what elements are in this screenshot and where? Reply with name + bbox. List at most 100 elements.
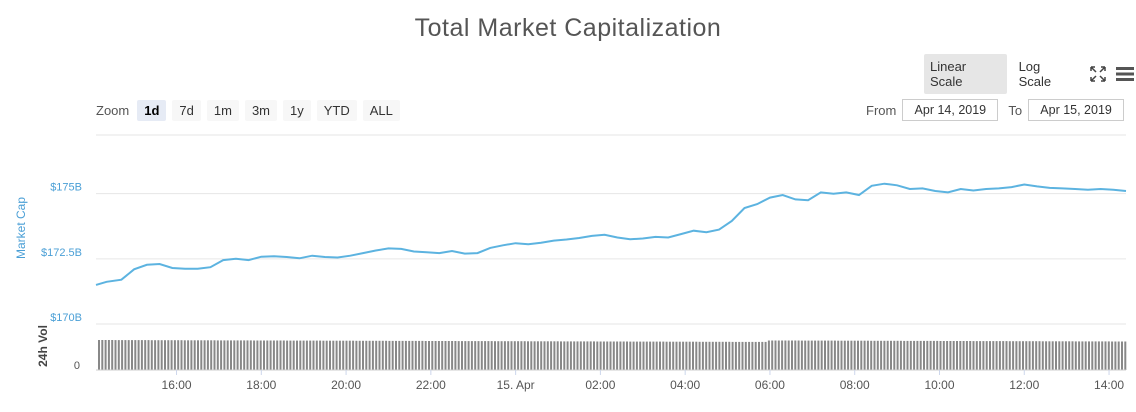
zoom-all-button[interactable]: ALL xyxy=(362,100,400,121)
volume-bar xyxy=(480,341,483,370)
volume-bar xyxy=(1071,341,1074,370)
volume-bar xyxy=(764,341,767,370)
volume-bar xyxy=(173,340,176,370)
volume-bar xyxy=(414,340,417,370)
volume-bar xyxy=(1058,341,1061,370)
volume-bar xyxy=(302,340,305,370)
log-scale-button[interactable]: Log Scale xyxy=(1018,59,1052,89)
volume-bar xyxy=(741,341,744,370)
volume-bar xyxy=(503,341,506,370)
volume-bar xyxy=(266,340,269,370)
volume-bar xyxy=(315,340,318,370)
volume-bar xyxy=(484,341,487,370)
volume-bar xyxy=(441,341,444,370)
volume-bar xyxy=(335,340,338,370)
volume-bar xyxy=(794,340,797,370)
to-date-input[interactable] xyxy=(1028,99,1125,121)
volume-bar xyxy=(995,341,998,370)
volume-bar xyxy=(777,340,780,370)
volume-bar xyxy=(860,340,863,370)
volume-bar xyxy=(569,341,572,370)
volume-bar xyxy=(296,340,298,370)
zoom-3m-button[interactable]: 3m xyxy=(244,100,277,121)
y-tick-label: $175B xyxy=(50,182,82,194)
volume-bar xyxy=(375,340,378,370)
volume-bar xyxy=(243,340,246,370)
volume-bar xyxy=(1097,341,1100,370)
volume-bar xyxy=(857,340,859,370)
volume-bar xyxy=(563,341,566,370)
volume-bar xyxy=(451,341,454,370)
volume-bar xyxy=(1051,341,1054,370)
volume-bar xyxy=(259,340,262,370)
volume-bar xyxy=(216,340,219,370)
volume-bar xyxy=(698,341,701,370)
linear-scale-button[interactable]: Linear Scale xyxy=(924,54,1007,94)
volume-bar xyxy=(319,340,322,370)
zoom-ytd-button[interactable]: YTD xyxy=(316,100,357,121)
volume-bar xyxy=(111,340,114,370)
volume-bar xyxy=(1061,341,1064,370)
volume-bar xyxy=(494,341,496,370)
volume-bar xyxy=(655,341,658,370)
volume-bar xyxy=(164,340,166,370)
volume-bar xyxy=(903,340,906,370)
volume-bar xyxy=(893,340,896,370)
volume-bar xyxy=(1114,341,1117,370)
zoom-7d-button[interactable]: 7d xyxy=(172,100,201,121)
volume-bar xyxy=(827,340,830,370)
volume-bar xyxy=(1124,341,1127,370)
zoom-1m-button[interactable]: 1m xyxy=(206,100,239,121)
volume-zero-tick: 0 xyxy=(74,360,80,372)
volume-bar xyxy=(685,341,688,370)
volume-bar xyxy=(355,340,358,370)
y-axis-ticks: $170B $172.5B $175B xyxy=(41,182,82,324)
volume-bar xyxy=(1031,341,1034,370)
volume-bar xyxy=(140,340,143,370)
volume-bar xyxy=(718,341,721,370)
volume-bar xyxy=(932,340,935,370)
zoom-1d-button[interactable]: 1d xyxy=(137,100,167,121)
x-tick-label: 16:00 xyxy=(162,378,192,392)
y-tick-label: $172.5B xyxy=(41,247,82,259)
volume-bar xyxy=(899,340,902,370)
volume-bar xyxy=(220,340,223,370)
volume-bar xyxy=(583,341,586,370)
volume-bar xyxy=(632,341,635,370)
volume-bar xyxy=(705,341,708,370)
volume-bar xyxy=(688,341,691,370)
volume-bar xyxy=(949,341,952,370)
volume-bar xyxy=(609,341,612,370)
volume-bar xyxy=(540,341,543,370)
volume-bar xyxy=(305,340,308,370)
volume-bar xyxy=(791,340,793,370)
volume-bar xyxy=(358,340,361,370)
zoom-1y-button[interactable]: 1y xyxy=(283,100,311,121)
volume-bar xyxy=(312,340,315,370)
volume-bar xyxy=(916,340,919,370)
volume-bar xyxy=(939,341,942,370)
volume-bar xyxy=(946,341,949,370)
x-tick-label: 12:00 xyxy=(1009,378,1039,392)
x-tick-label: 18:00 xyxy=(246,378,276,392)
volume-bar xyxy=(979,341,982,370)
from-date-input[interactable] xyxy=(902,99,999,121)
fullscreen-icon[interactable] xyxy=(1087,63,1108,85)
volume-bar xyxy=(985,341,988,370)
volume-bar xyxy=(421,340,424,370)
volume-bar xyxy=(883,340,886,370)
volume-bar xyxy=(236,340,239,370)
volume-bar xyxy=(606,341,609,370)
zoom-label: Zoom xyxy=(96,103,130,118)
volume-bar xyxy=(833,340,836,370)
volume-bar xyxy=(134,340,137,370)
volume-bar xyxy=(447,341,450,370)
volume-bar xyxy=(1028,341,1031,370)
volume-bar xyxy=(695,341,698,370)
volume-bar xyxy=(1068,341,1071,370)
volume-bar xyxy=(517,341,520,370)
volume-bar xyxy=(701,341,704,370)
hamburger-menu-icon[interactable] xyxy=(1115,63,1136,85)
chart-title: Total Market Capitalization xyxy=(414,14,722,42)
volume-bar xyxy=(206,340,209,370)
